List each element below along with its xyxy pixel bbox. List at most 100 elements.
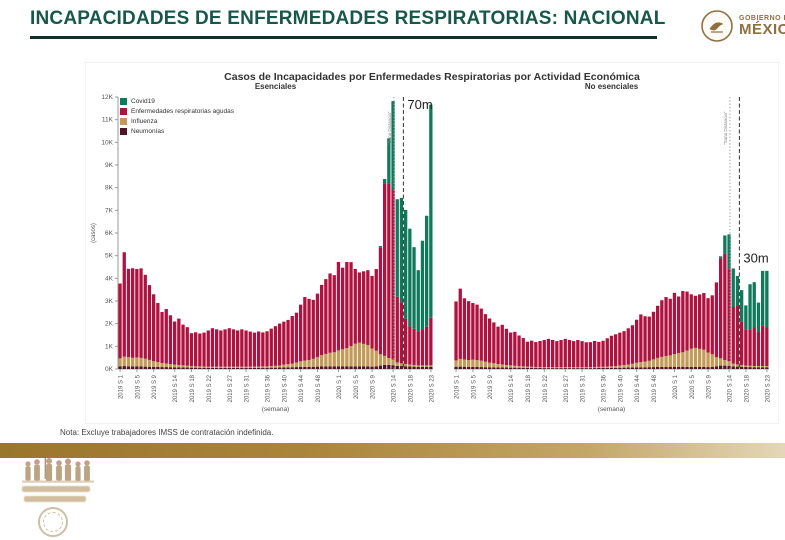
page-title: INCAPACIDADES DE ENFERMEDADES RESPIRATOR… xyxy=(30,8,666,29)
bar-segment xyxy=(206,367,210,369)
bar-segment xyxy=(152,361,156,367)
bar-segment xyxy=(681,352,685,367)
bar-segment xyxy=(147,285,152,360)
bar-segment xyxy=(572,367,576,369)
bar-segment xyxy=(588,368,593,369)
y-tick-label: 6K xyxy=(105,230,114,237)
bar-segment xyxy=(416,365,420,367)
legend-item: Covid19 xyxy=(120,98,234,105)
bar-segment xyxy=(202,367,206,369)
bar-segment xyxy=(412,365,416,367)
bar-segment xyxy=(408,364,412,367)
bar-segment xyxy=(597,341,601,367)
bar-segment xyxy=(551,339,555,368)
bar-segment xyxy=(454,360,458,367)
gold-divider-band xyxy=(0,443,785,458)
chart-legend: Covid19 Enfermedades respiratorias agudas… xyxy=(120,98,234,135)
bar-segment xyxy=(719,258,723,359)
bar-segment xyxy=(656,357,660,367)
bar-segment xyxy=(714,357,719,367)
y-tick-label: 9K xyxy=(105,162,114,169)
bar-segment xyxy=(269,367,273,369)
bar-segment xyxy=(135,366,139,369)
bar-segment xyxy=(282,364,286,368)
bar-segment xyxy=(593,341,597,368)
value-line-label: 30m xyxy=(743,250,768,265)
bar-segment xyxy=(265,367,269,369)
bar-segment xyxy=(752,327,756,367)
bar-segment xyxy=(500,364,504,368)
bar-segment xyxy=(496,367,500,369)
bar-segment xyxy=(416,270,420,332)
bar-segment xyxy=(126,366,131,369)
bar-segment xyxy=(278,365,282,368)
bar-segment xyxy=(761,367,765,369)
bar-segment xyxy=(719,358,723,366)
bar-segment xyxy=(429,104,433,318)
bar-segment xyxy=(563,367,567,369)
bar-segment xyxy=(185,327,189,366)
bar-segment xyxy=(492,363,496,368)
y-tick-label: 3K xyxy=(105,298,114,305)
chart-esenciales: Esenciales 0K 1K 2K 3K 4K 5K 6K 7K 8K 9K 10K 11K 12K (… xyxy=(91,82,435,413)
bar-segment xyxy=(177,318,181,366)
bar-segment xyxy=(160,311,164,363)
bar-segment xyxy=(160,367,164,369)
bar-segment xyxy=(702,366,706,369)
bar-segment xyxy=(555,341,559,368)
bar-segment xyxy=(525,341,530,367)
bar-segment xyxy=(307,366,311,369)
bar-segment xyxy=(475,366,479,369)
x-tick-label: 2019 S 48 xyxy=(652,374,658,402)
bar-segment xyxy=(374,366,378,369)
bar-segment xyxy=(530,367,534,369)
bar-segment xyxy=(702,293,706,350)
legend-swatch xyxy=(120,98,127,105)
bar-segment xyxy=(471,366,475,369)
bar-segment xyxy=(660,356,664,367)
bar-segment xyxy=(563,338,567,368)
bar-segment xyxy=(278,367,282,369)
bar-segment xyxy=(231,366,236,368)
bar-segment xyxy=(706,352,710,368)
bar-segment xyxy=(269,366,273,368)
bar-segment xyxy=(135,269,139,358)
bar-segment xyxy=(185,365,189,368)
bar-segment xyxy=(471,303,475,360)
bar-segment xyxy=(618,367,622,369)
bar-segment xyxy=(731,307,735,364)
bar-segment xyxy=(387,364,391,369)
bar-segment xyxy=(370,366,374,369)
watermark-caption-line xyxy=(22,486,90,492)
bar-segment xyxy=(328,273,332,353)
bar-segment xyxy=(672,292,677,355)
bar-segment xyxy=(504,365,509,368)
bar-segment xyxy=(416,331,420,366)
bar-segment xyxy=(303,360,307,367)
bar-segment xyxy=(324,353,328,367)
bar-segment xyxy=(656,305,660,358)
bar-segment xyxy=(341,267,345,350)
watermark-caption-line xyxy=(24,496,86,502)
gobierno-de-text: GOBIERNO DE xyxy=(739,15,785,22)
bar-segment xyxy=(261,367,265,369)
bar-segment xyxy=(748,329,752,366)
bar-segment xyxy=(618,365,622,368)
bar-segment xyxy=(383,355,387,365)
bar-segment xyxy=(173,367,177,369)
y-tick-label: 7K xyxy=(105,207,114,214)
x-tick-label: 2019 S 40 xyxy=(282,374,288,402)
bar-segment xyxy=(588,367,593,369)
bar-segment xyxy=(269,328,273,367)
bar-segment xyxy=(681,291,685,353)
bar-segment xyxy=(210,328,215,367)
bar-segment xyxy=(362,271,366,344)
bar-segment xyxy=(349,262,353,346)
bar-segment xyxy=(462,366,467,369)
bar-segment xyxy=(286,319,290,365)
bar-segment xyxy=(635,319,639,363)
bar-segment xyxy=(227,366,231,368)
x-tick-label: 2020 S 9 xyxy=(707,374,713,399)
bar-segment xyxy=(509,367,513,369)
bar-segment xyxy=(366,270,370,345)
